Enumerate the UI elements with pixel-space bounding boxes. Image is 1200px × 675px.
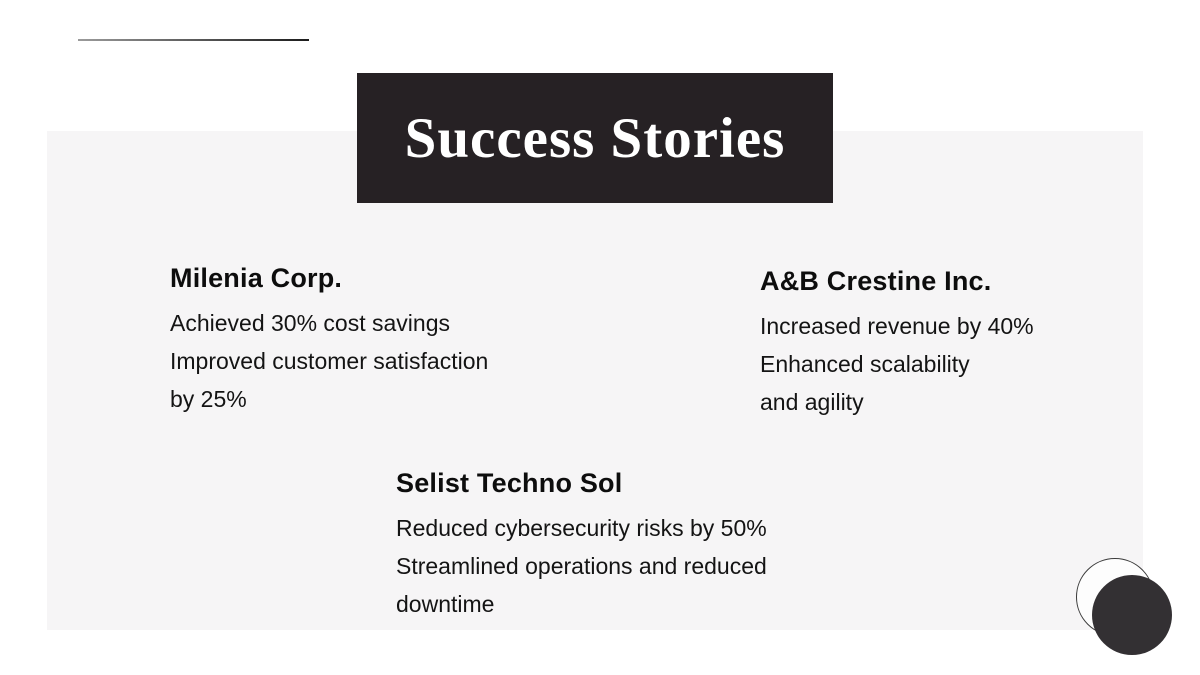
company-name: Selist Techno Sol — [396, 468, 623, 498]
title-banner: Success Stories — [357, 73, 833, 203]
company-point: Achieved 30% cost savings — [170, 310, 450, 337]
company-name: Milenia Corp. — [170, 263, 343, 293]
company-name: A&B Crestine Inc. — [760, 266, 992, 296]
page-title: Success Stories — [404, 106, 786, 170]
decorative-line — [78, 39, 309, 41]
content-panel — [47, 131, 1143, 630]
company-point: Streamlined operations and reduced — [396, 553, 767, 580]
company-point: Increased revenue by 40% — [760, 313, 1034, 340]
company-point: downtime — [396, 591, 495, 618]
company-point: by 25% — [170, 386, 247, 413]
decorative-circle-filled — [1092, 575, 1172, 655]
company-block-selist: Selist Techno Sol Reduced cybersecurity … — [396, 467, 767, 623]
company-block-crestine: A&B Crestine Inc. Increased revenue by 4… — [760, 265, 1034, 421]
company-point: Improved customer satisfaction — [170, 348, 489, 375]
company-point: and agility — [760, 389, 864, 416]
company-point: Reduced cybersecurity risks by 50% — [396, 515, 767, 542]
company-block-milenia: Milenia Corp. Achieved 30% cost savings … — [170, 262, 488, 418]
company-point: Enhanced scalability — [760, 351, 970, 378]
